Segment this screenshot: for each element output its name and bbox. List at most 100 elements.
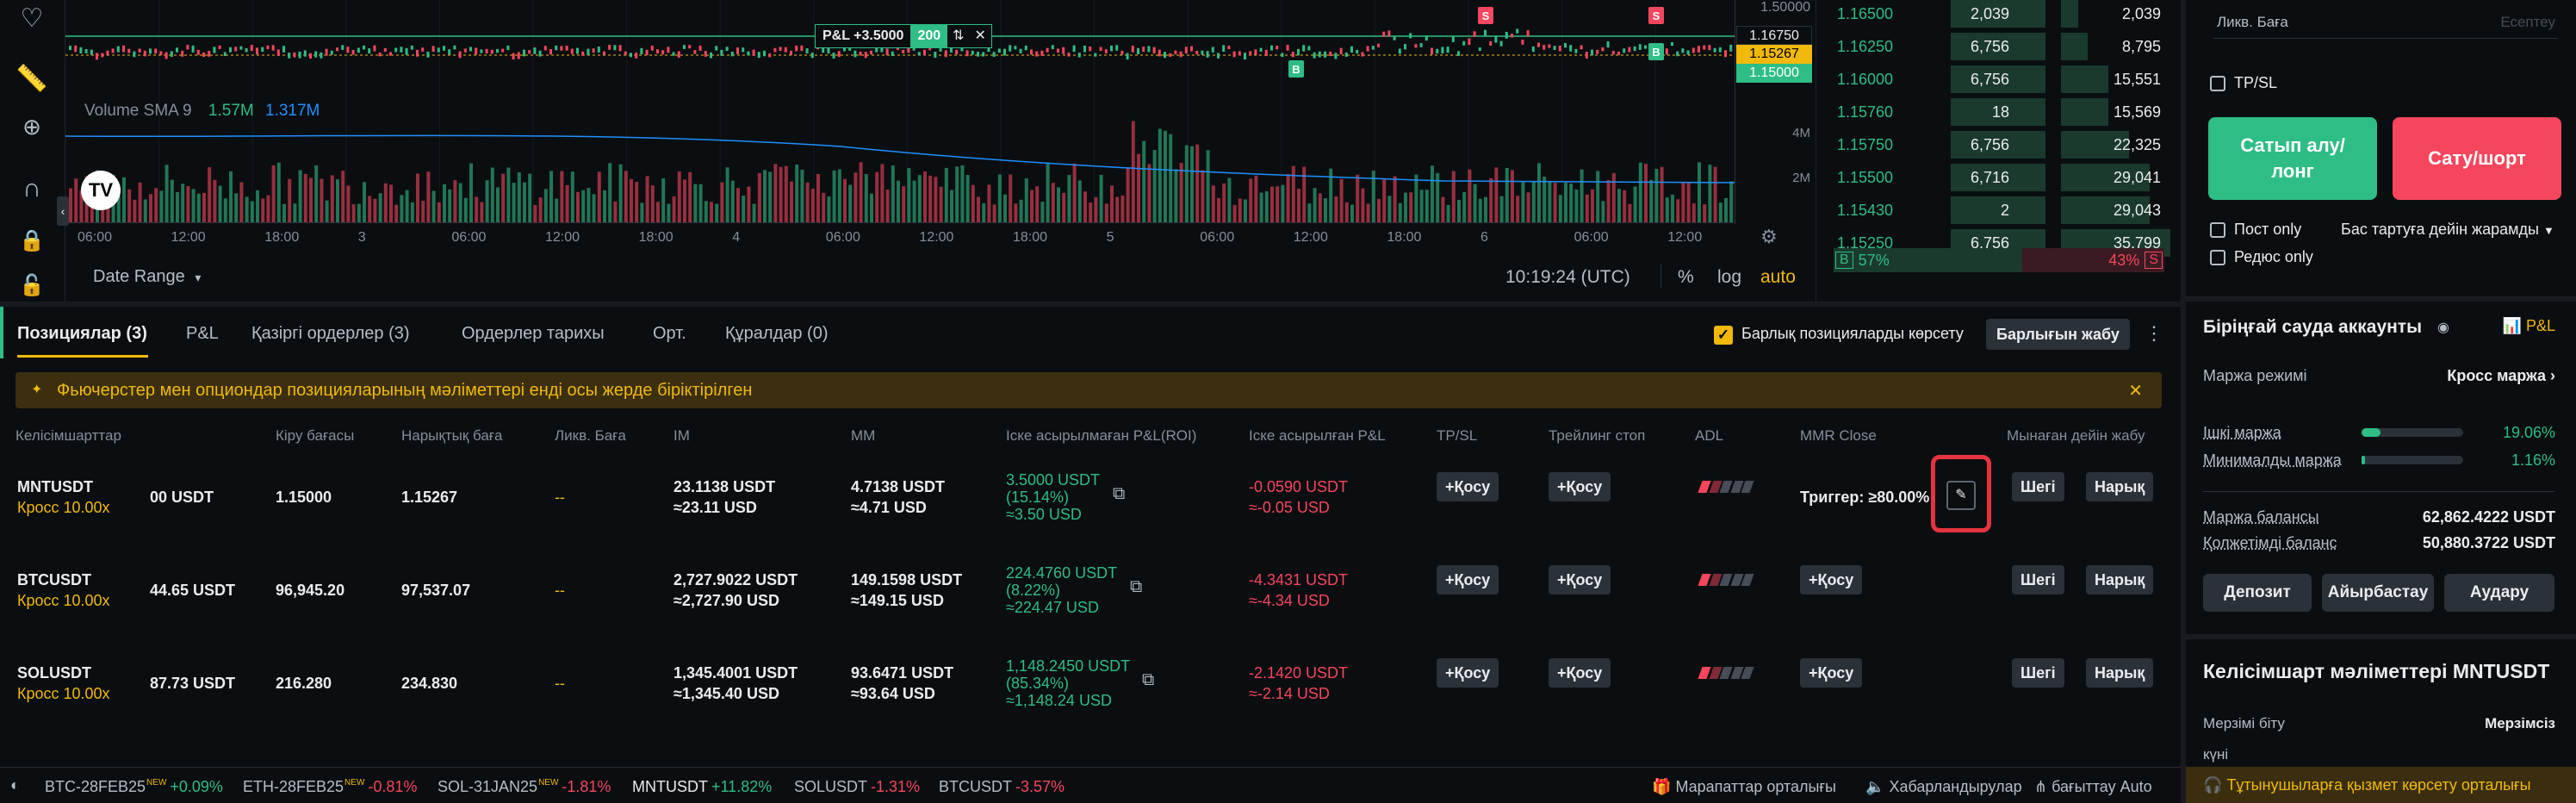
volume-bar <box>977 196 980 222</box>
candle <box>1238 51 1241 56</box>
close-icon[interactable]: ✕ <box>974 28 986 43</box>
add-tpsl-button[interactable]: +Қосу <box>1437 565 1499 594</box>
tab-average[interactable]: Орт. <box>653 324 686 343</box>
lock-icon[interactable]: 🔒 <box>19 228 45 252</box>
mark-price: 97,537.07 <box>401 582 471 599</box>
share-icon[interactable]: ⧉ <box>1142 670 1155 689</box>
close-market-button[interactable]: Нарық <box>2086 565 2154 594</box>
add-tpsl-button[interactable]: +Қосу <box>1437 658 1499 688</box>
magnet-icon[interactable]: ∩ <box>22 174 41 202</box>
eye-icon[interactable]: ◉ <box>2437 321 2449 335</box>
volume-bar <box>133 199 137 222</box>
price-chart[interactable]: S B S B <box>65 0 1735 222</box>
orderbook-row[interactable]: 1.16000 6,756 15,551 <box>1816 64 2182 95</box>
edit-icon[interactable]: ✎ <box>1946 481 1976 510</box>
price-scale[interactable]: 1.50000 4M 2M <box>1735 0 1816 224</box>
close-limit-button[interactable]: Шегі <box>2012 658 2064 688</box>
settings-gear-icon[interactable]: ⚙ <box>1760 226 1778 247</box>
time-axis[interactable]: 06:00 12:00 18:00 3 06:00 12:00 18:00 4 06:00 12:… <box>65 222 1735 250</box>
more-options-icon[interactable]: ⋮ <box>2145 322 2163 344</box>
orderbook-price: 1.15250 <box>1837 234 1894 252</box>
close-all-button[interactable]: Барлығын жабу <box>1986 319 2130 350</box>
ticker-item[interactable]: BTCUSDT -3.57% <box>939 778 1065 796</box>
mm-value: 4.7138 USDT <box>851 478 946 495</box>
ticker-item[interactable]: SOLUSDT -1.31% <box>794 778 920 796</box>
orderbook-row[interactable]: 1.15760 18 15,569 <box>1816 96 2182 128</box>
candle <box>1611 50 1615 55</box>
unlock-icon[interactable]: 🔓 <box>19 273 45 297</box>
log-scale-toggle[interactable]: log <box>1717 267 1742 287</box>
add-mmr-close-button[interactable]: +Қосу <box>1800 565 1863 594</box>
position-symbol[interactable]: MNTUSDT <box>17 478 93 495</box>
volume-bar <box>912 180 916 222</box>
routing-link[interactable]: ⋔ бағыттау Auto <box>2034 778 2152 796</box>
heart-icon[interactable]: ♡ <box>20 3 44 33</box>
time-in-force-select[interactable]: Бас тартуға дейін жарамды ▼ <box>2341 221 2554 239</box>
orderbook-row[interactable]: 1.16250 6,756 8,795 <box>1816 31 2182 62</box>
candle <box>837 51 841 58</box>
reverse-icon[interactable]: ⇅ <box>953 28 965 43</box>
rewards-center-link[interactable]: 🎁 Марапаттар орталығы <box>1652 778 1836 796</box>
tpsl-checkbox[interactable] <box>2210 76 2225 91</box>
volume-bar <box>603 190 606 222</box>
reduce-only-checkbox[interactable] <box>2210 250 2225 265</box>
volume-bar <box>1591 189 1594 222</box>
close-market-button[interactable]: Нарық <box>2086 658 2154 688</box>
orderbook-row[interactable]: 1.15430 2 29,043 <box>1816 195 2182 226</box>
qty-depth-bar <box>1951 33 2045 60</box>
add-trailing-stop-button[interactable]: +Қосу <box>1549 472 1611 501</box>
orderbook-row[interactable]: 1.15750 6,756 22,325 <box>1816 129 2182 160</box>
position-size: 87.73 USDT <box>150 675 236 692</box>
tab-tools[interactable]: Құралдар (0) <box>725 324 829 343</box>
volume-bar <box>997 174 1002 222</box>
customer-support-button[interactable]: 🎧 Тұтынушыларға қызмет көрсету орталығы <box>2186 767 2576 803</box>
candle <box>271 45 275 51</box>
orderbook-row[interactable]: 1.16500 2,039 2,039 <box>1816 0 2182 29</box>
candle <box>176 47 178 53</box>
add-trailing-stop-button[interactable]: +Қосу <box>1549 658 1611 688</box>
auto-scale-toggle[interactable]: auto <box>1760 267 1796 287</box>
tab-order-history[interactable]: Ордерлер тарихы <box>462 324 605 343</box>
add-mmr-close-button[interactable]: +Қосу <box>1800 658 1863 688</box>
close-market-button[interactable]: Нарық <box>2086 472 2154 501</box>
close-icon[interactable]: ✕ <box>2128 382 2143 401</box>
collapse-toolbar-button[interactable]: ‹ <box>57 196 69 226</box>
post-only-checkbox[interactable] <box>2210 222 2225 238</box>
transfer-button[interactable]: Аудару <box>2444 574 2554 612</box>
candle <box>288 53 291 59</box>
buy-long-button[interactable]: Сатып алу/ лонг <box>2208 117 2377 200</box>
add-tpsl-button[interactable]: +Қосу <box>1437 472 1499 501</box>
ticker-item[interactable]: SOL-31JAN25NEW -1.81% <box>438 778 611 796</box>
exchange-button[interactable]: Айырбастау <box>2322 574 2434 612</box>
add-trailing-stop-button[interactable]: +Қосу <box>1549 565 1611 594</box>
ruler-icon[interactable]: 📏 <box>16 64 48 93</box>
percent-scale-toggle[interactable]: % <box>1678 267 1694 287</box>
share-icon[interactable]: ⧉ <box>1130 577 1143 596</box>
zoom-in-icon[interactable]: ⊕ <box>22 113 41 140</box>
sell-short-button[interactable]: Сату/шорт <box>2393 117 2561 200</box>
tab-open-orders[interactable]: Қазіргі ордерлер (3) <box>251 324 410 343</box>
close-limit-button[interactable]: Шегі <box>2012 472 2064 501</box>
ticker-item[interactable]: MNTUSDT +11.82% <box>632 778 772 796</box>
volume-bar <box>1398 202 1402 222</box>
margin-mode-select[interactable]: Кросс маржа › <box>2447 367 2555 385</box>
tab-pnl[interactable]: P&L <box>186 324 219 343</box>
chart-area[interactable]: S B S B <box>0 0 1816 302</box>
ticker-item[interactable]: BTC-28FEB25NEW +0.09% <box>45 778 223 796</box>
position-symbol[interactable]: SOLUSDT <box>17 664 92 682</box>
show-all-positions-checkbox[interactable]: ✓ <box>1714 326 1733 345</box>
pnl-link[interactable]: 📊 P&L <box>2503 317 2555 335</box>
candle <box>917 52 921 56</box>
deposit-button[interactable]: Депозит <box>2203 574 2312 612</box>
share-icon[interactable]: ⧉ <box>1113 484 1126 503</box>
position-symbol[interactable]: BTCUSDT <box>17 571 91 588</box>
announcements-link[interactable]: 🔈 Хабарландырулар <box>1865 778 2022 796</box>
candle <box>1671 42 1673 47</box>
banner-text: Фьючерстер мен опциондар позицияларының … <box>57 381 753 400</box>
pnl-position-line-tag[interactable]: P&L +3.5000 200 ⇅ ✕ <box>815 24 992 48</box>
close-limit-button[interactable]: Шегі <box>2012 565 2064 594</box>
date-range-selector[interactable]: Date Range ▾ <box>93 267 201 287</box>
tab-positions[interactable]: Позициялар (3) <box>17 324 147 343</box>
ticker-item[interactable]: ETH-28FEB25NEW -0.81% <box>243 778 417 796</box>
orderbook-row[interactable]: 1.15500 6,716 29,041 <box>1816 162 2182 193</box>
